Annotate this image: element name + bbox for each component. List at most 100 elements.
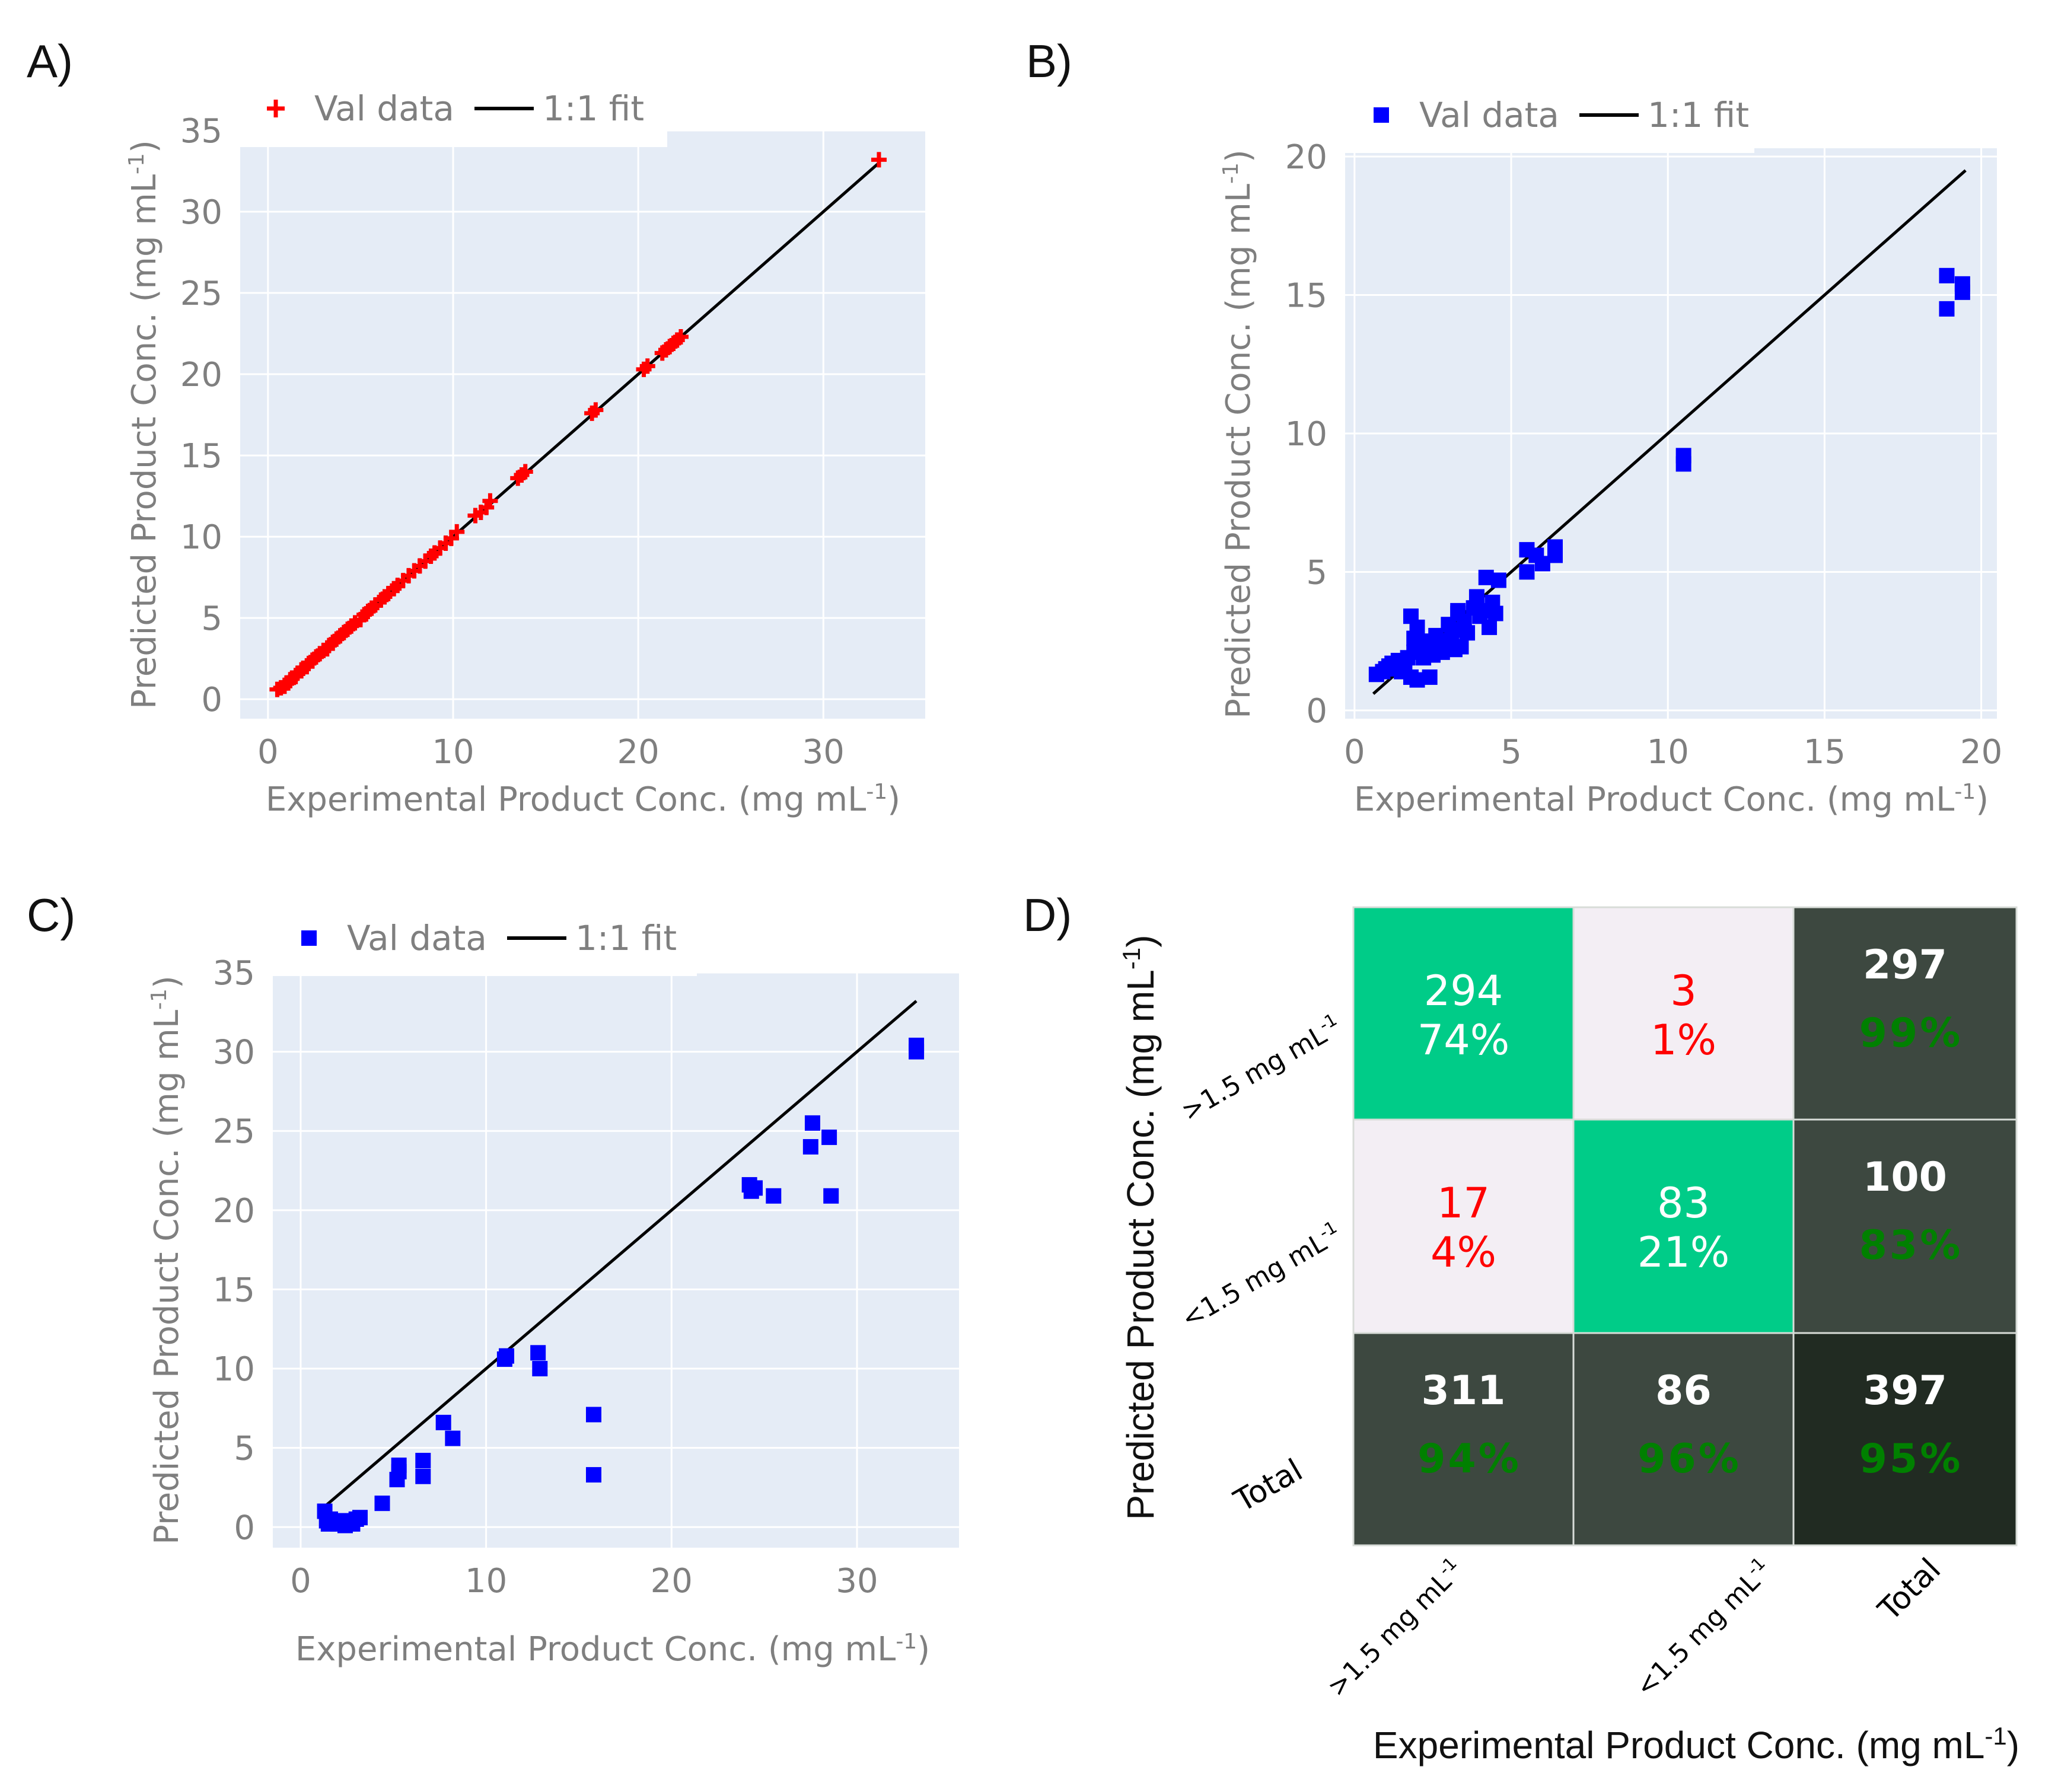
column-label: <1.5 mg mL-1 xyxy=(1628,1553,1777,1702)
data-point xyxy=(747,1180,763,1196)
data-point xyxy=(909,1037,925,1053)
cell-percent: 99% xyxy=(1859,1010,1963,1057)
data-point xyxy=(1939,267,1955,283)
data-point xyxy=(530,1345,546,1361)
cell-percent: 83% xyxy=(1859,1222,1963,1269)
cell-count: 297 xyxy=(1863,942,1947,989)
data-point xyxy=(823,1188,839,1204)
data-point xyxy=(499,1348,515,1364)
x-tick-label: 20 xyxy=(617,733,660,771)
legend-fit: 1:1 fit xyxy=(575,918,677,958)
legend-marker xyxy=(267,100,285,117)
data-point xyxy=(1490,572,1506,588)
legend-marker xyxy=(1374,107,1389,123)
y-tick-label: 5 xyxy=(1306,553,1327,592)
fit-line xyxy=(323,1000,918,1508)
data-point xyxy=(415,1468,431,1484)
matrix-cell xyxy=(1352,1118,1575,1334)
data-point xyxy=(585,1467,601,1483)
data-point xyxy=(585,1407,601,1423)
matrix-cell xyxy=(1352,1332,1575,1547)
data-point xyxy=(1422,639,1438,655)
data-point xyxy=(532,1361,548,1377)
cell-percent: 96% xyxy=(1638,1436,1741,1482)
y-tick-label: 0 xyxy=(1306,692,1327,731)
cell-count: 294 xyxy=(1424,967,1503,1015)
cell-percent: 1% xyxy=(1651,1016,1716,1064)
y-tick-label: 20 xyxy=(1285,138,1327,177)
legend-box xyxy=(240,70,667,147)
legend-val-data: Val data xyxy=(314,88,454,129)
legend-fit: 1:1 fit xyxy=(1648,95,1749,135)
panel-label: B) xyxy=(1026,35,1072,87)
y-axis-title: Predicted Product Conc. (mg mL-1) xyxy=(147,975,187,1545)
cell-percent: 21% xyxy=(1638,1228,1730,1277)
legend-fit: 1:1 fit xyxy=(543,88,644,129)
matrix-cell xyxy=(1792,1332,2018,1547)
y-tick-label: 15 xyxy=(1285,277,1327,315)
data-point xyxy=(482,493,498,509)
x-axis-title: Experimental Product Conc. (mg mL-1) xyxy=(295,1630,930,1669)
data-point xyxy=(374,1496,390,1512)
x-tick-label: 5 xyxy=(1501,733,1522,771)
data-point xyxy=(435,1414,451,1430)
column-label: >1.5 mg mL-1 xyxy=(1320,1553,1469,1702)
data-point xyxy=(415,1453,431,1469)
data-point xyxy=(588,402,604,418)
x-tick-label: 10 xyxy=(1647,733,1689,771)
cell-count: 86 xyxy=(1655,1367,1712,1414)
data-point xyxy=(391,1458,407,1474)
y-axis-title: Predicted Product Conc. (mg mL-1) xyxy=(125,140,164,709)
data-point xyxy=(766,1188,782,1204)
cell-percent: 74% xyxy=(1417,1016,1510,1064)
y-tick-label: 30 xyxy=(180,193,222,232)
x-axis-title: Experimental Product Conc. (mg mL-1) xyxy=(1373,1722,2019,1767)
data-point xyxy=(1954,276,1970,292)
y-tick-label: 0 xyxy=(234,1509,255,1547)
chart-panel-b: B) 0 5 10 15 20 0 5 10 15 20 Val data 1:1 fit Experim… xyxy=(1026,35,2002,819)
data-point xyxy=(1409,619,1425,635)
y-axis-title: Predicted Product Conc. (mg mL-1) xyxy=(1219,149,1259,719)
y-tick-label: 5 xyxy=(201,600,222,638)
data-point xyxy=(871,152,887,168)
row-label: >1.5 mg mL-1 xyxy=(1175,1009,1347,1127)
cell-count: 17 xyxy=(1437,1179,1490,1227)
data-point xyxy=(673,329,689,345)
y-tick-label: 25 xyxy=(213,1112,255,1151)
x-tick-label: 10 xyxy=(432,733,474,771)
data-point xyxy=(1547,547,1563,563)
data-point xyxy=(352,1510,368,1526)
y-tick-label: 0 xyxy=(201,681,222,719)
data-point xyxy=(1519,564,1535,580)
row-label: <1.5 mg mL-1 xyxy=(1175,1217,1347,1335)
x-axis-title: Experimental Product Conc. (mg mL-1) xyxy=(266,780,900,820)
data-point xyxy=(1447,642,1463,658)
x-axis-title: Experimental Product Conc. (mg mL-1) xyxy=(1354,780,1989,820)
y-tick-label: 30 xyxy=(213,1034,255,1072)
y-tick-label: 10 xyxy=(180,518,222,557)
cell-count: 100 xyxy=(1863,1154,1947,1201)
y-tick-label: 5 xyxy=(234,1430,255,1468)
panel-label: A) xyxy=(27,35,73,87)
y-tick-label: 10 xyxy=(1285,415,1327,454)
y-tick-label: 25 xyxy=(180,275,222,313)
legend-marker xyxy=(301,930,317,946)
y-axis-title: Predicted Product Conc. (mg mL-1) xyxy=(1117,935,1162,1520)
cell-count: 83 xyxy=(1657,1179,1710,1227)
chart-panel-c: C) 0 10 20 30 0 5 10 15 20 25 30 35 Val data 1:1 fit Ex… xyxy=(27,889,959,1669)
data-point xyxy=(804,1115,820,1131)
data-point xyxy=(639,358,655,374)
x-tick-label: 30 xyxy=(836,1562,878,1600)
cell-count: 311 xyxy=(1422,1367,1506,1414)
legend-box xyxy=(1345,77,1754,153)
x-tick-label: 10 xyxy=(465,1562,507,1600)
data-point xyxy=(1939,301,1955,317)
y-tick-label: 15 xyxy=(180,437,222,476)
y-tick-label: 35 xyxy=(180,112,222,151)
legend-val-data: Val data xyxy=(347,918,487,958)
panel-label: D) xyxy=(1023,889,1072,941)
x-tick-label: 20 xyxy=(1960,733,2002,771)
cell-percent: 95% xyxy=(1859,1436,1963,1482)
